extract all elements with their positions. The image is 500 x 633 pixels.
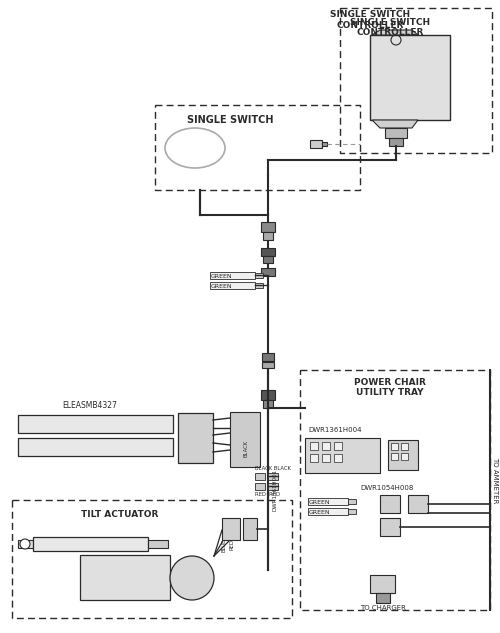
Text: GREEN: GREEN: [309, 510, 330, 515]
Bar: [401, 453, 408, 460]
Text: DWR1361H004: DWR1361H004: [308, 427, 362, 433]
Circle shape: [20, 539, 30, 549]
Bar: [380, 518, 400, 536]
Bar: [401, 443, 408, 450]
Bar: [261, 390, 275, 400]
Text: POWER CHAIR
UTILITY TRAY: POWER CHAIR UTILITY TRAY: [354, 378, 426, 398]
Bar: [408, 495, 428, 513]
Bar: [255, 483, 265, 490]
Bar: [263, 256, 273, 263]
Bar: [310, 140, 322, 148]
Bar: [255, 273, 263, 278]
Bar: [348, 499, 356, 504]
Text: SINGLE SWITCH: SINGLE SWITCH: [187, 115, 273, 125]
Bar: [308, 498, 348, 505]
Text: RED  RED: RED RED: [255, 491, 280, 496]
Text: RED: RED: [230, 539, 234, 551]
Bar: [389, 138, 403, 146]
Bar: [210, 272, 255, 279]
Bar: [178, 413, 213, 463]
Bar: [310, 454, 318, 462]
Bar: [322, 442, 330, 450]
Text: BLACK: BLACK: [244, 439, 248, 456]
Bar: [262, 362, 274, 368]
Bar: [230, 412, 260, 467]
Bar: [380, 495, 400, 513]
Bar: [391, 453, 398, 460]
Bar: [210, 282, 255, 289]
Bar: [268, 483, 278, 490]
Bar: [370, 575, 395, 593]
Bar: [370, 35, 450, 120]
Bar: [222, 518, 240, 540]
Bar: [261, 248, 275, 256]
Circle shape: [170, 556, 214, 600]
Text: ELEASMB4327: ELEASMB4327: [62, 401, 118, 410]
Bar: [255, 283, 263, 288]
Polygon shape: [372, 30, 418, 35]
Text: BLUE: BLUE: [222, 538, 226, 552]
Bar: [261, 222, 275, 232]
Bar: [18, 415, 173, 433]
Bar: [388, 440, 418, 470]
Text: TO CHARGER: TO CHARGER: [360, 605, 406, 611]
Bar: [348, 509, 356, 514]
Bar: [310, 442, 318, 450]
Bar: [334, 454, 342, 462]
Bar: [334, 442, 342, 450]
Text: GREEN: GREEN: [211, 284, 233, 289]
Bar: [255, 473, 265, 480]
Text: BLACK BLACK: BLACK BLACK: [255, 465, 291, 470]
Bar: [33, 537, 148, 551]
Bar: [385, 128, 407, 138]
Bar: [148, 540, 168, 548]
Bar: [262, 353, 274, 361]
Text: GREEN: GREEN: [211, 273, 233, 279]
Bar: [263, 232, 273, 240]
Bar: [322, 454, 330, 462]
Bar: [308, 508, 348, 515]
Bar: [261, 268, 275, 276]
Bar: [263, 400, 273, 408]
Bar: [243, 518, 257, 540]
Bar: [322, 142, 327, 146]
Bar: [391, 443, 398, 450]
Text: TILT ACTUATOR: TILT ACTUATOR: [82, 510, 158, 519]
Bar: [305, 438, 380, 473]
Bar: [80, 555, 170, 600]
Text: DWR1054H008: DWR1054H008: [360, 485, 414, 491]
Text: GREEN: GREEN: [309, 499, 330, 505]
Bar: [18, 438, 173, 456]
Bar: [18, 540, 33, 548]
Text: DWR1361H001: DWR1361H001: [272, 469, 278, 511]
Text: TO AMMETER: TO AMMETER: [492, 457, 498, 503]
Text: SINGLE SWITCH
CONTROLLER: SINGLE SWITCH CONTROLLER: [330, 10, 410, 30]
Polygon shape: [372, 120, 418, 128]
Text: SINGLE SWITCH
CONTROLLER: SINGLE SWITCH CONTROLLER: [350, 18, 430, 37]
Bar: [268, 473, 278, 480]
Bar: [376, 593, 390, 603]
